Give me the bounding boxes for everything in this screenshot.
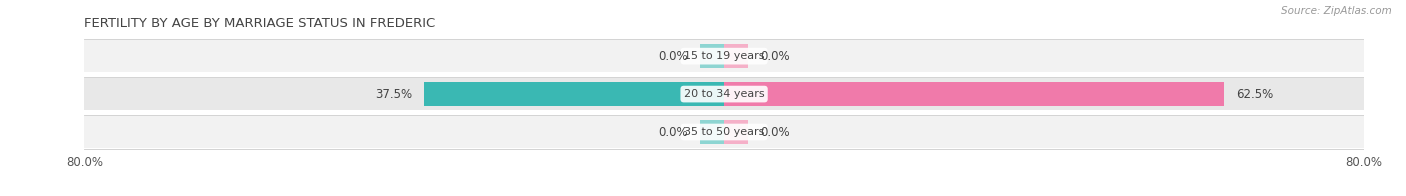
Bar (724, 82, 1223, 106)
Text: 15 to 19 years: 15 to 19 years (683, 51, 765, 61)
Bar (724, 44, 748, 68)
Bar (700, 120, 724, 144)
Text: 37.5%: 37.5% (375, 88, 412, 101)
Bar (84, 78, 1364, 110)
Text: 0.0%: 0.0% (658, 50, 688, 63)
Text: 0.0%: 0.0% (658, 125, 688, 139)
Bar (84, 116, 1364, 148)
Text: Source: ZipAtlas.com: Source: ZipAtlas.com (1281, 6, 1392, 16)
Text: 35 to 50 years: 35 to 50 years (683, 127, 765, 137)
Text: 20 to 34 years: 20 to 34 years (683, 89, 765, 99)
Bar (700, 44, 724, 68)
Text: 0.0%: 0.0% (761, 50, 790, 63)
Text: FERTILITY BY AGE BY MARRIAGE STATUS IN FREDERIC: FERTILITY BY AGE BY MARRIAGE STATUS IN F… (84, 17, 436, 30)
Text: 62.5%: 62.5% (1236, 88, 1272, 101)
Bar (84, 40, 1364, 72)
Bar (724, 120, 748, 144)
Text: 0.0%: 0.0% (761, 125, 790, 139)
Bar (425, 82, 724, 106)
